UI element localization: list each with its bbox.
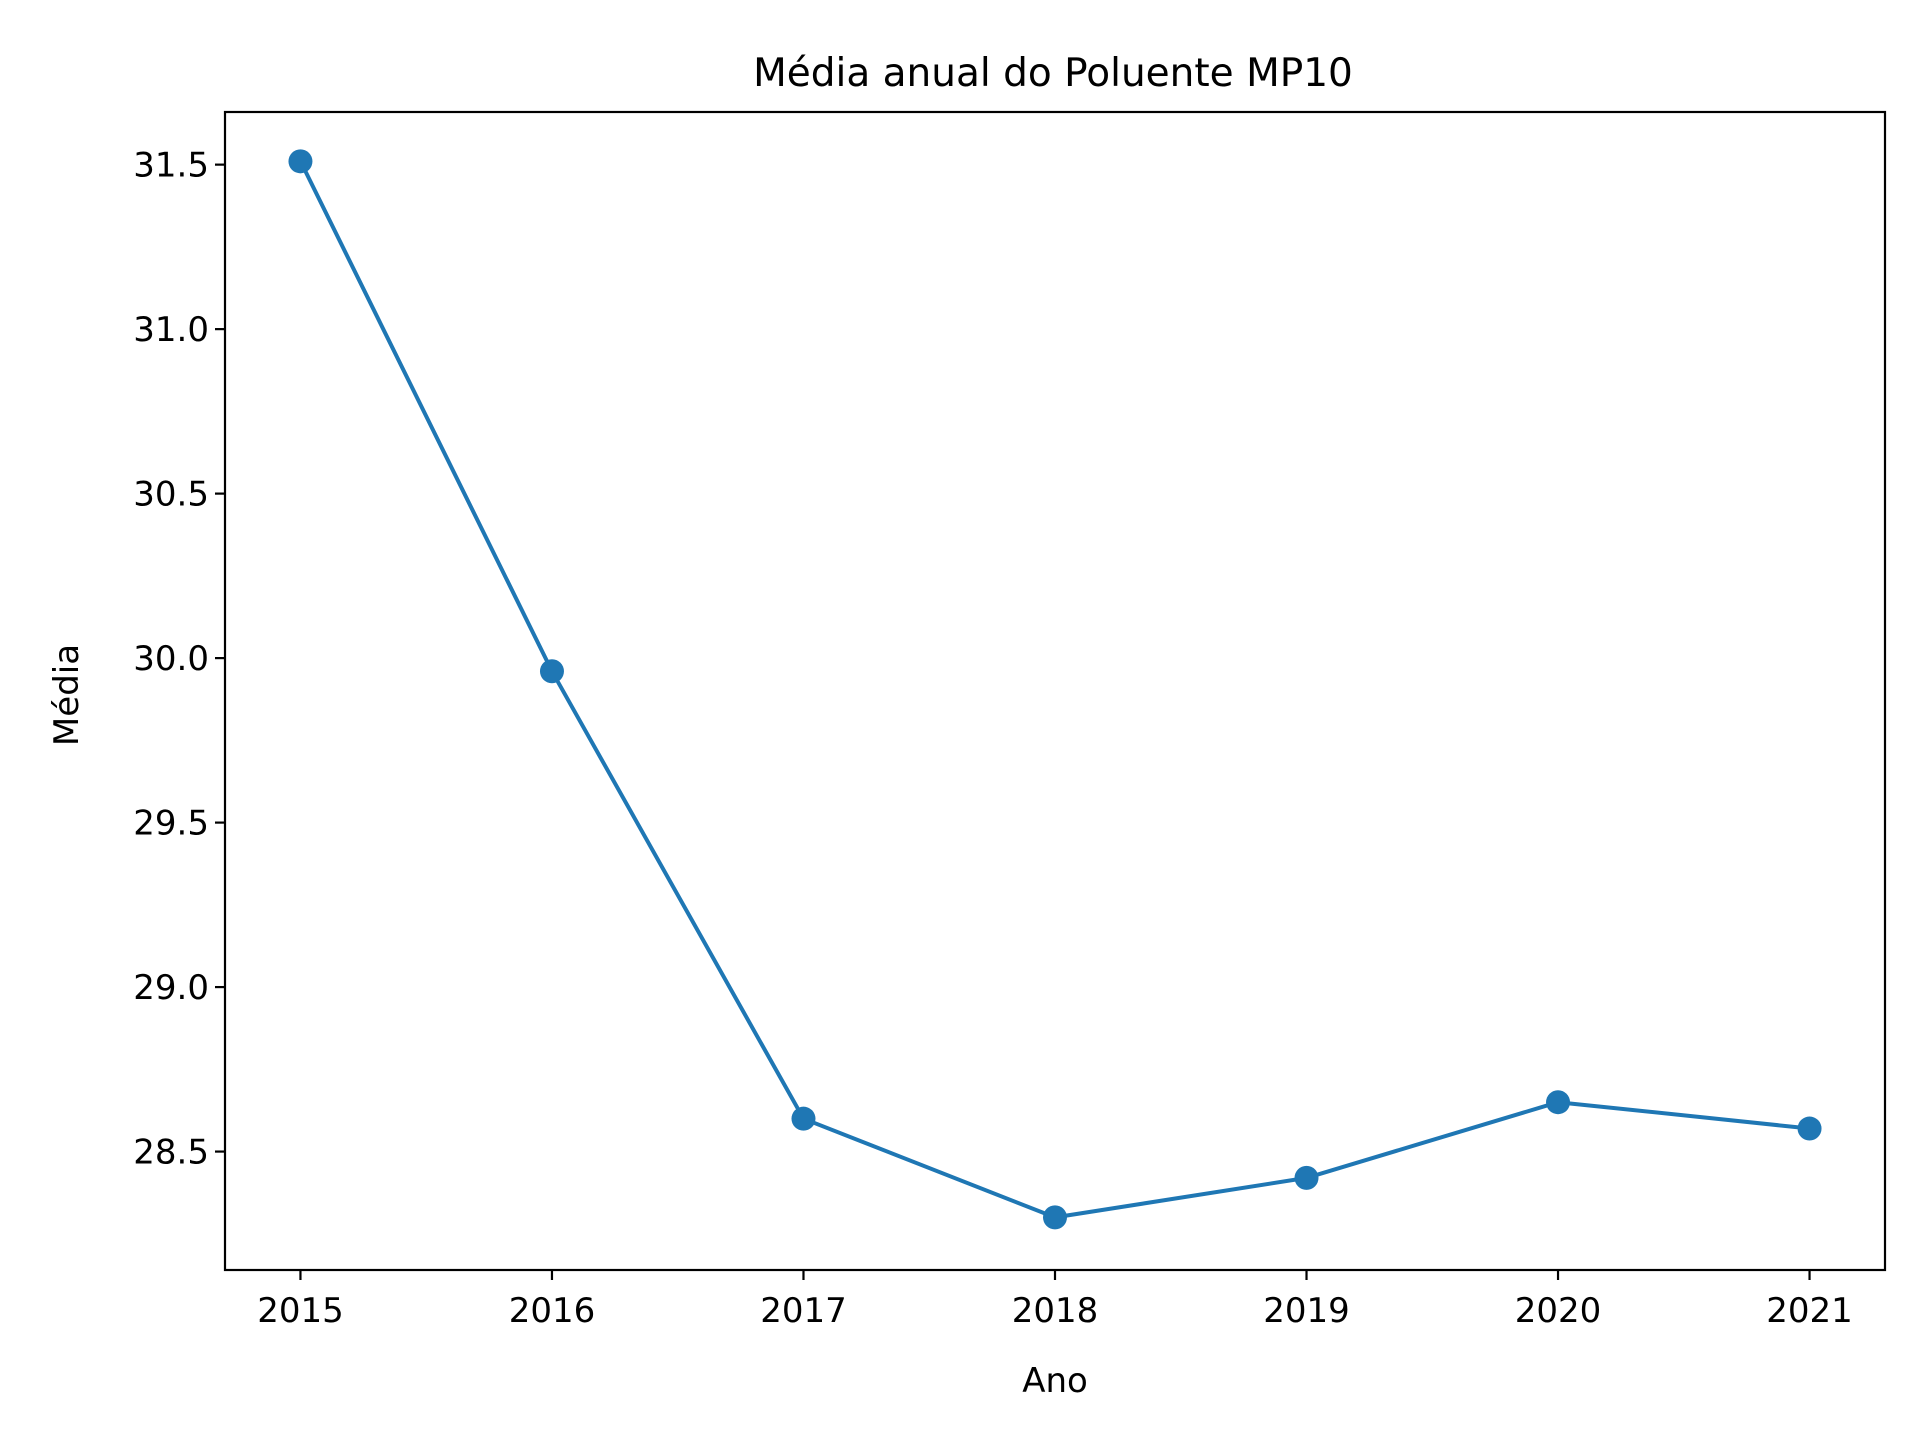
data-point-2015: [288, 149, 313, 174]
x-tick-label: 2021: [1766, 1291, 1853, 1331]
y-tick-label: 31.5: [133, 146, 209, 186]
x-tick-label: 2017: [760, 1291, 847, 1331]
y-tick-label: 30.0: [133, 639, 209, 679]
data-point-2016: [539, 659, 564, 684]
y-axis-label: Média: [47, 644, 87, 746]
plot-frame: [223, 110, 1887, 1272]
y-axis-ticks: 28.5 29.0 29.5 30.0 30.5 31.0 31.5: [133, 146, 225, 1173]
y-tick-label: 30.5: [133, 475, 209, 515]
y-tick-label: 28.5: [133, 1133, 209, 1173]
data-point-2018: [1043, 1205, 1067, 1230]
y-tick-label: 29.0: [133, 968, 209, 1008]
x-axis-label: Ano: [1022, 1361, 1088, 1401]
x-tick-label: 2020: [1515, 1291, 1602, 1331]
series-layer: [288, 149, 1822, 1230]
y-tick-label: 31.0: [133, 310, 209, 350]
data-point-2021: [1797, 1116, 1822, 1141]
data-point-2017: [791, 1106, 816, 1131]
y-tick-label: 29.5: [133, 804, 209, 844]
x-tick-label: 2019: [1263, 1291, 1350, 1331]
x-axis-ticks: 2015 2016 2017 2018 2019 2020 2021: [257, 1270, 1853, 1331]
x-tick-label: 2018: [1012, 1291, 1099, 1331]
data-point-2020: [1546, 1090, 1571, 1115]
chart-title: Média anual do Poluente MP10: [753, 51, 1353, 96]
x-tick-label: 2015: [257, 1291, 344, 1331]
x-tick-label: 2016: [509, 1291, 596, 1331]
data-point-2019: [1294, 1165, 1319, 1190]
